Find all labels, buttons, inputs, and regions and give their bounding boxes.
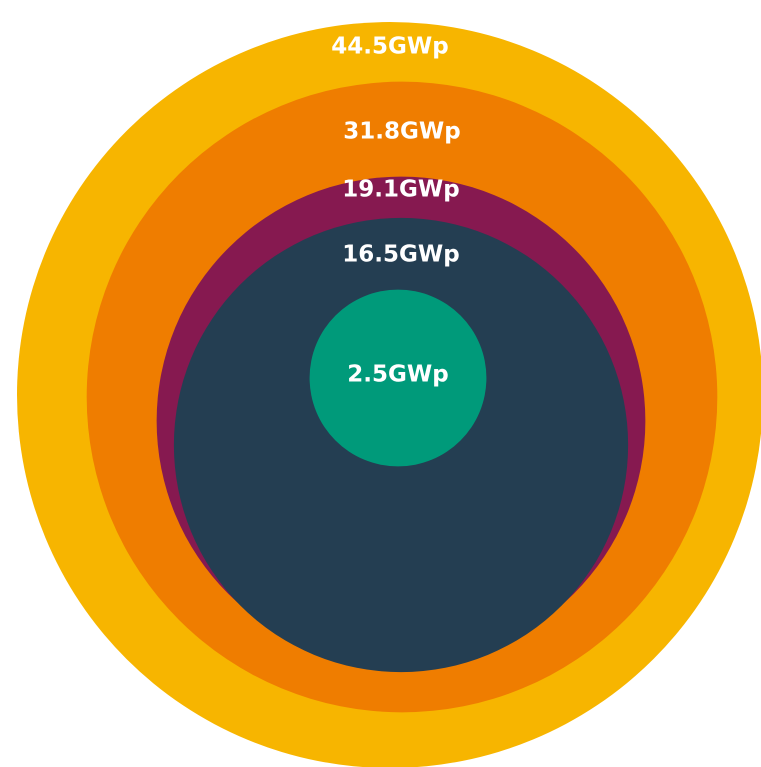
bubble xyxy=(309,289,487,467)
value-label: 31.8GWp xyxy=(343,119,460,145)
value-label: 44.5GWp xyxy=(331,34,448,60)
value-label: 19.1GWp xyxy=(342,177,459,203)
value-label: 2.5GWp xyxy=(347,362,448,388)
value-label: 16.5GWp xyxy=(342,242,459,268)
